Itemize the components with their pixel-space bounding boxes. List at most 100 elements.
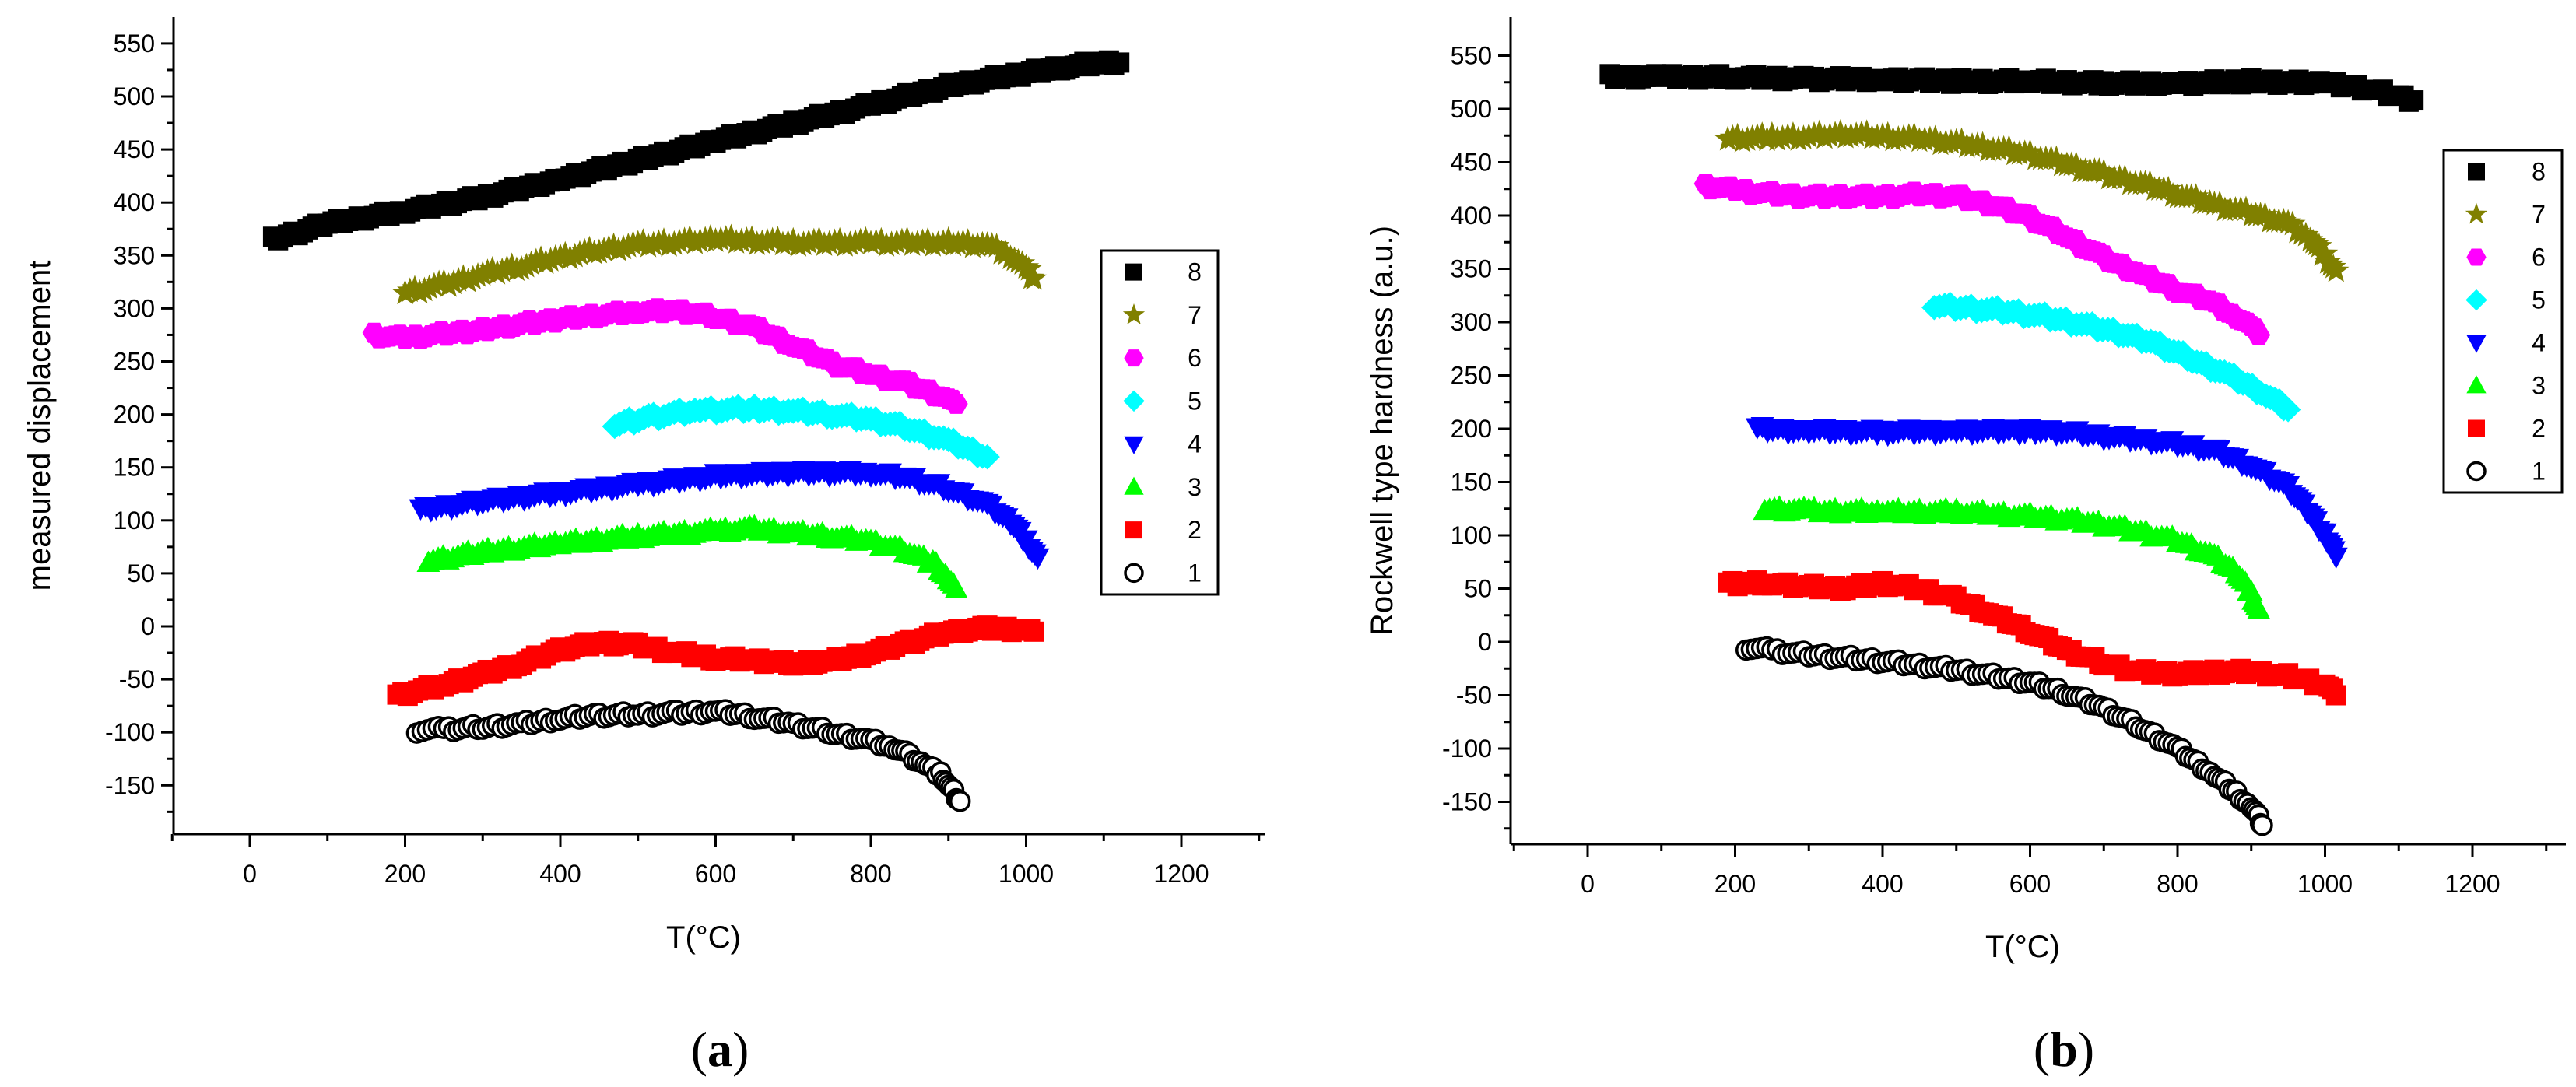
data-point (1921, 124, 1949, 150)
y-tick-label: 0 (141, 612, 155, 640)
data-point (2306, 233, 2332, 258)
data-point (2247, 598, 2271, 619)
x-tick-label: 200 (384, 860, 426, 888)
series-5 (602, 393, 1000, 470)
legend-marker (1122, 303, 1146, 324)
data-point (983, 232, 1010, 258)
y-tick-label: 200 (114, 401, 155, 429)
y-tick-label: -150 (105, 771, 155, 799)
data-point (2275, 397, 2301, 423)
data-point (2323, 257, 2350, 282)
legend-label: 4 (2532, 329, 2546, 357)
series-6 (1693, 173, 2271, 345)
data-point (893, 226, 921, 251)
data-point (1780, 121, 1806, 146)
data-point (1009, 250, 1036, 275)
series-6 (362, 298, 968, 414)
legend-marker (1124, 349, 1144, 367)
panel-label: (a) (691, 1022, 749, 1077)
x-tick-label: 1000 (2297, 870, 2353, 898)
series-8 (262, 50, 1130, 251)
data-point (935, 226, 962, 251)
legend-marker (2466, 248, 2487, 266)
x-tick-label: 1200 (2444, 870, 2500, 898)
data-point (2063, 151, 2090, 177)
data-point (2136, 170, 2164, 195)
data-point (1948, 127, 1975, 153)
data-point (1875, 121, 1901, 146)
data-point (1724, 122, 1751, 148)
x-axis-label: T(°C) (1985, 930, 2060, 964)
legend-marker (1124, 563, 1144, 584)
series-7 (1714, 119, 2350, 282)
x-tick-label: 400 (1862, 870, 1903, 898)
data-point (992, 240, 1020, 265)
legend-label: 3 (1188, 473, 1202, 501)
data-point (2016, 139, 2044, 164)
y-tick-label: 450 (114, 135, 155, 163)
data-point (1749, 121, 1775, 146)
x-tick-label: 0 (1581, 870, 1595, 898)
series-3 (416, 514, 968, 599)
legend-marker (2466, 335, 2487, 353)
data-point (944, 577, 968, 599)
data-point (1109, 52, 1130, 73)
data-point (718, 223, 745, 249)
data-point (2251, 202, 2279, 226)
data-point (2155, 175, 2181, 201)
axes: 0 200 400 600 800 1000 1200-150-100-5005010015… (1442, 17, 2566, 898)
series-4 (409, 461, 1050, 570)
y-tick-label: 50 (127, 559, 155, 587)
series-2 (1718, 570, 2346, 706)
data-point (974, 444, 1000, 470)
data-point (739, 225, 765, 251)
y-tick-label: 300 (1451, 308, 1492, 336)
data-point (868, 226, 894, 252)
y-tick-label: -100 (1442, 735, 1492, 763)
y-tick-label: 350 (1451, 255, 1492, 283)
legend-label: 5 (2532, 286, 2546, 314)
x-tick-label: 600 (2009, 870, 2051, 898)
y-tick-label: 300 (114, 294, 155, 322)
legend-marker (2465, 289, 2487, 311)
legend-label: 7 (2532, 201, 2546, 229)
legend-marker (2466, 375, 2487, 394)
y-tick-label: -50 (119, 665, 155, 693)
series-7 (391, 223, 1048, 305)
data-point (2279, 210, 2306, 236)
x-tick-label: 1200 (1153, 860, 1209, 888)
data-point (1969, 131, 1996, 156)
y-axis-label: measured displacement (23, 261, 57, 591)
y-tick-label: 100 (114, 507, 155, 535)
data-point (2111, 163, 2139, 189)
x-tick-label: 600 (695, 860, 736, 888)
y-tick-label: 150 (114, 454, 155, 482)
legend-label: 2 (1188, 516, 1202, 544)
chart-a: 0 200 400 600 800 1000 1200-150-100-5005010015… (23, 17, 1265, 1077)
data-point (954, 228, 981, 253)
y-tick-label: 0 (1478, 628, 1492, 656)
legend: 8 7 6 5 4 3 2 1 (1100, 249, 1220, 596)
data-point (1026, 548, 1050, 570)
y-tick-label: 450 (1451, 149, 1492, 177)
legend-marker (2466, 461, 2487, 482)
legend-marker (1125, 521, 1142, 539)
legend-marker (1125, 263, 1142, 281)
y-axis-label: Rockwell type hardness (a.u.) (1365, 226, 1399, 636)
data-point (2090, 158, 2117, 184)
data-point (2043, 145, 2070, 170)
panel-label: (b) (2034, 1022, 2094, 1077)
data-point (2324, 547, 2348, 569)
legend-label: 5 (1188, 387, 1202, 415)
legend-label: 6 (1188, 344, 1202, 372)
data-point (576, 235, 603, 261)
chart-b: 0 200 400 600 800 1000 1200-150-100-5005010015… (1365, 17, 2566, 1077)
y-tick-label: 150 (1451, 468, 1492, 496)
y-tick-label: 200 (1451, 415, 1492, 443)
series-5 (1921, 291, 2301, 423)
data-point (805, 226, 833, 251)
y-tick-label: 500 (1451, 95, 1492, 123)
legend-label: 6 (2532, 244, 2546, 272)
legend-box (2442, 149, 2564, 494)
legend-label: 1 (2532, 458, 2546, 486)
